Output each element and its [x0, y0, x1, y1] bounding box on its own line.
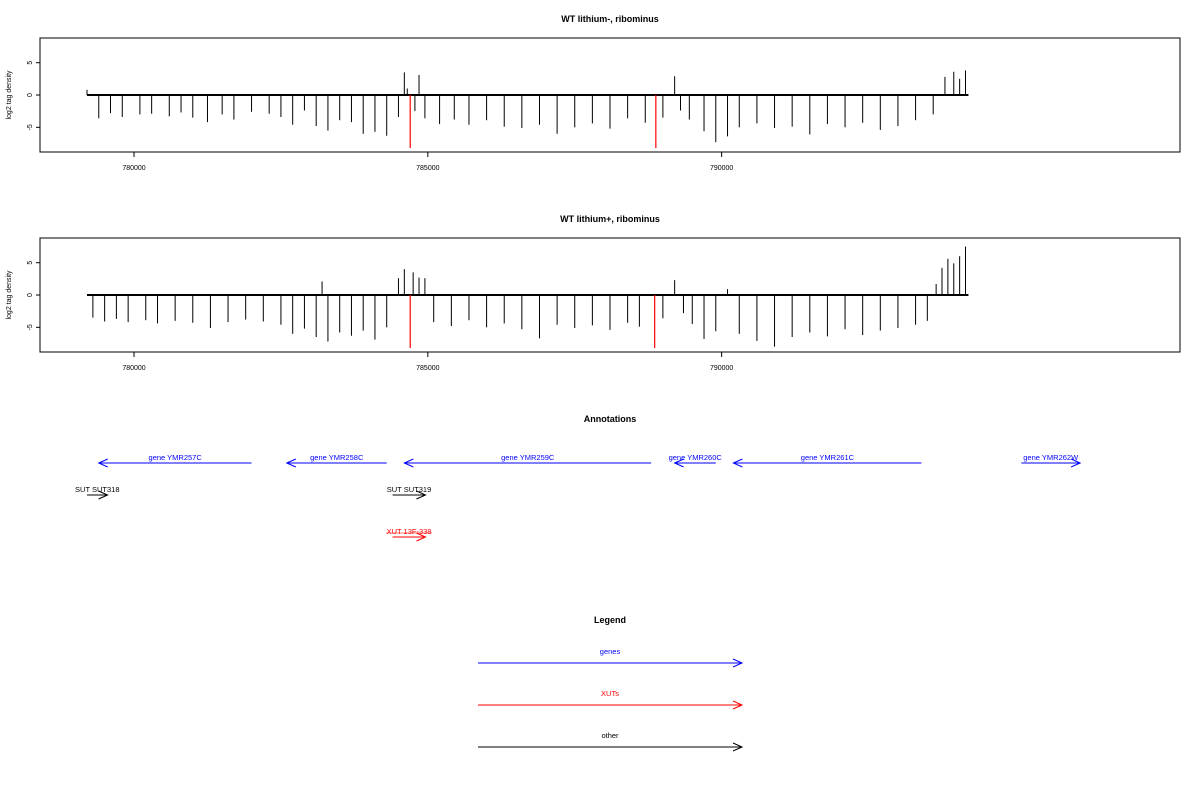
legend-arrow [478, 742, 744, 752]
annotation-arrow [732, 458, 922, 468]
y-tick-label: -5 [27, 324, 34, 330]
annotation-genes: gene YMR259C [403, 453, 652, 468]
annotation-label: gene YMR258C [310, 453, 364, 462]
annotation-arrow [403, 458, 652, 468]
annotation-label: gene YMR261C [801, 453, 855, 462]
panel-title: WT lithium+, ribominus [560, 214, 660, 224]
annotation-label: gene YMR259C [501, 453, 555, 462]
arrow-head [732, 700, 744, 710]
x-tick-label: 790000 [710, 365, 733, 372]
arrow-head [732, 742, 744, 752]
x-tick-label: 780000 [122, 165, 145, 172]
legend-label: other [601, 731, 619, 740]
y-axis-label: log2 tag density [6, 70, 13, 120]
y-tick-label: 0 [27, 293, 34, 297]
arrow-head [673, 458, 684, 468]
panel-title: WT lithium-, ribominus [561, 14, 659, 24]
annotation-genes: gene YMR262W [1021, 453, 1082, 468]
annotation-arrow [673, 458, 716, 468]
annotation-XUTs: XUT 13F-338 [386, 527, 433, 542]
annotation-genes: gene YMR261C [732, 453, 922, 468]
annotations-title: Annotations [584, 414, 637, 424]
legend-item-other: other [478, 731, 744, 752]
annotation-label: gene YMR262W [1023, 453, 1079, 462]
arrow-head [416, 532, 427, 542]
annotation-arrow [392, 532, 427, 542]
legend-arrow [478, 658, 744, 668]
density-panel-1: WT lithium-, ribominus log2 tag density -5… [6, 14, 1181, 172]
annotation-genes: gene YMR257C [97, 453, 252, 468]
arrow-head [97, 458, 108, 468]
legend-label: XUTs [601, 689, 619, 698]
density-panel-2: WT lithium+, ribominus log2 tag density -5… [6, 214, 1181, 372]
x-tick-label: 785000 [416, 165, 439, 172]
annotation-genes: gene YMR260C [669, 453, 723, 468]
annotation-label: gene YMR260C [669, 453, 723, 462]
annotation-label: XUT 13F-338 [387, 527, 432, 536]
legend-arrow [478, 700, 744, 710]
annotation-arrow [1021, 458, 1082, 468]
y-tick-label: -5 [27, 124, 34, 130]
arrow-head [732, 458, 743, 468]
legend: Legend genes XUTs other [478, 615, 744, 752]
y-tick-label: 0 [27, 93, 34, 97]
legend-title: Legend [594, 615, 626, 625]
annotation-label: SUT SUT319 [387, 485, 431, 494]
x-tick-label: 785000 [416, 365, 439, 372]
legend-item-xuts: XUTs [478, 689, 744, 710]
annotation-other: SUT SUT318 [75, 485, 120, 500]
annotation-label: SUT SUT318 [75, 485, 119, 494]
arrow-head [98, 490, 109, 500]
annotation-arrow [87, 490, 109, 500]
x-tick-label: 780000 [122, 365, 145, 372]
arrow-head [1070, 458, 1082, 468]
annotation-genes: gene YMR258C [285, 453, 387, 468]
annotation-other: SUT SUT319 [387, 485, 431, 500]
y-axis-label: log2 tag density [6, 270, 13, 320]
annotation-arrow [285, 458, 387, 468]
arrow-head [732, 658, 744, 668]
annotation-arrow [97, 458, 252, 468]
arrow-head [285, 458, 297, 468]
x-tick-label: 790000 [710, 165, 733, 172]
legend-item-genes: genes [478, 647, 744, 668]
annotation-label: gene YMR257C [149, 453, 203, 462]
arrow-head [403, 458, 414, 468]
legend-label: genes [600, 647, 621, 656]
annotation-arrow [392, 490, 427, 500]
arrow-head [416, 490, 427, 500]
annotations-panel: Annotations gene YMR257C gene YMR258C gene … [75, 414, 1082, 542]
y-tick-label: 5 [27, 61, 34, 65]
y-tick-label: 5 [27, 261, 34, 265]
